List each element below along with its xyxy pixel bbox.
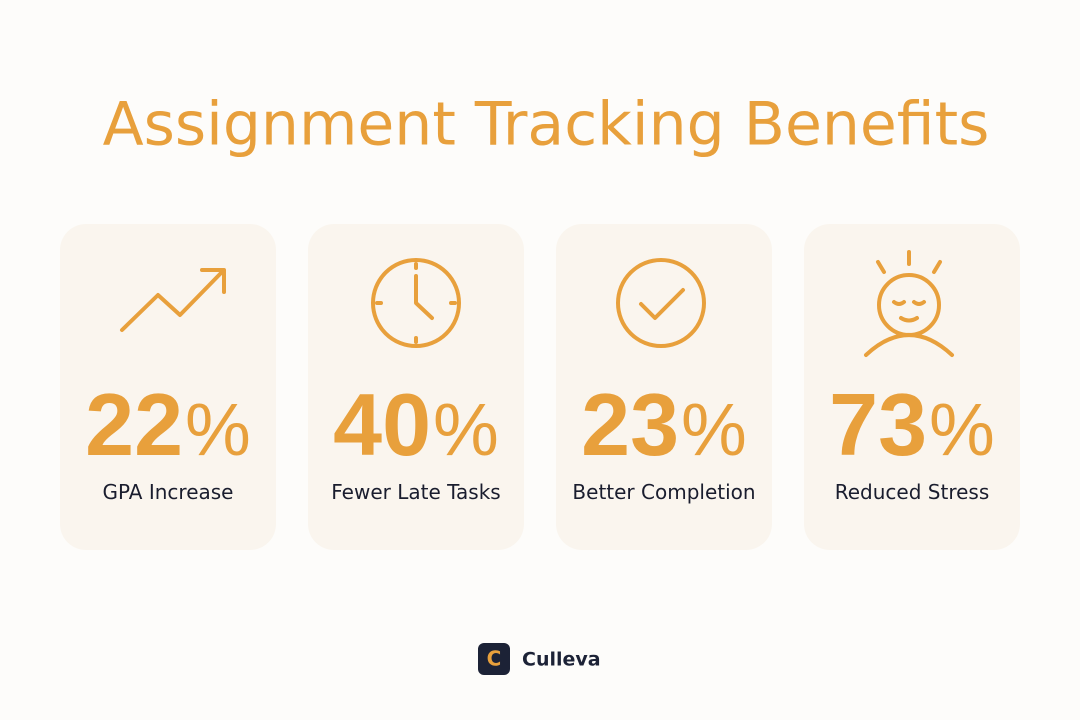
stat-number: 23 bbox=[581, 375, 679, 474]
stat: 22% bbox=[85, 375, 251, 474]
stat-number: 73 bbox=[829, 375, 927, 474]
stat-number: 22 bbox=[85, 375, 183, 474]
calm-face-icon bbox=[864, 250, 954, 357]
stat-unit: % bbox=[433, 388, 499, 471]
brand-name: Culleva bbox=[522, 649, 601, 671]
title: Assignment Tracking Benefits bbox=[103, 90, 990, 160]
logo bbox=[478, 643, 510, 675]
stat-label: Fewer Late Tasks bbox=[331, 480, 500, 504]
stat-unit: % bbox=[681, 388, 747, 471]
stat: 40% bbox=[333, 375, 499, 474]
cards bbox=[60, 224, 1020, 550]
card bbox=[60, 224, 276, 550]
clock-icon bbox=[371, 258, 461, 348]
check-icon bbox=[616, 258, 706, 348]
brand: C Culleva bbox=[478, 643, 601, 675]
stat-label: Better Completion bbox=[572, 480, 755, 504]
stat: 23% bbox=[581, 375, 747, 474]
stat: 73% bbox=[829, 375, 995, 474]
stat-number: 40 bbox=[333, 375, 431, 474]
stat-label: Reduced Stress bbox=[835, 480, 990, 504]
stat-unit: % bbox=[929, 388, 995, 471]
card bbox=[308, 224, 524, 550]
trend-icon bbox=[120, 268, 226, 332]
card bbox=[556, 224, 772, 550]
stat-unit: % bbox=[185, 388, 251, 471]
stat-label: GPA Increase bbox=[103, 480, 234, 504]
card bbox=[804, 224, 1020, 550]
logo-letter: C bbox=[487, 647, 502, 671]
